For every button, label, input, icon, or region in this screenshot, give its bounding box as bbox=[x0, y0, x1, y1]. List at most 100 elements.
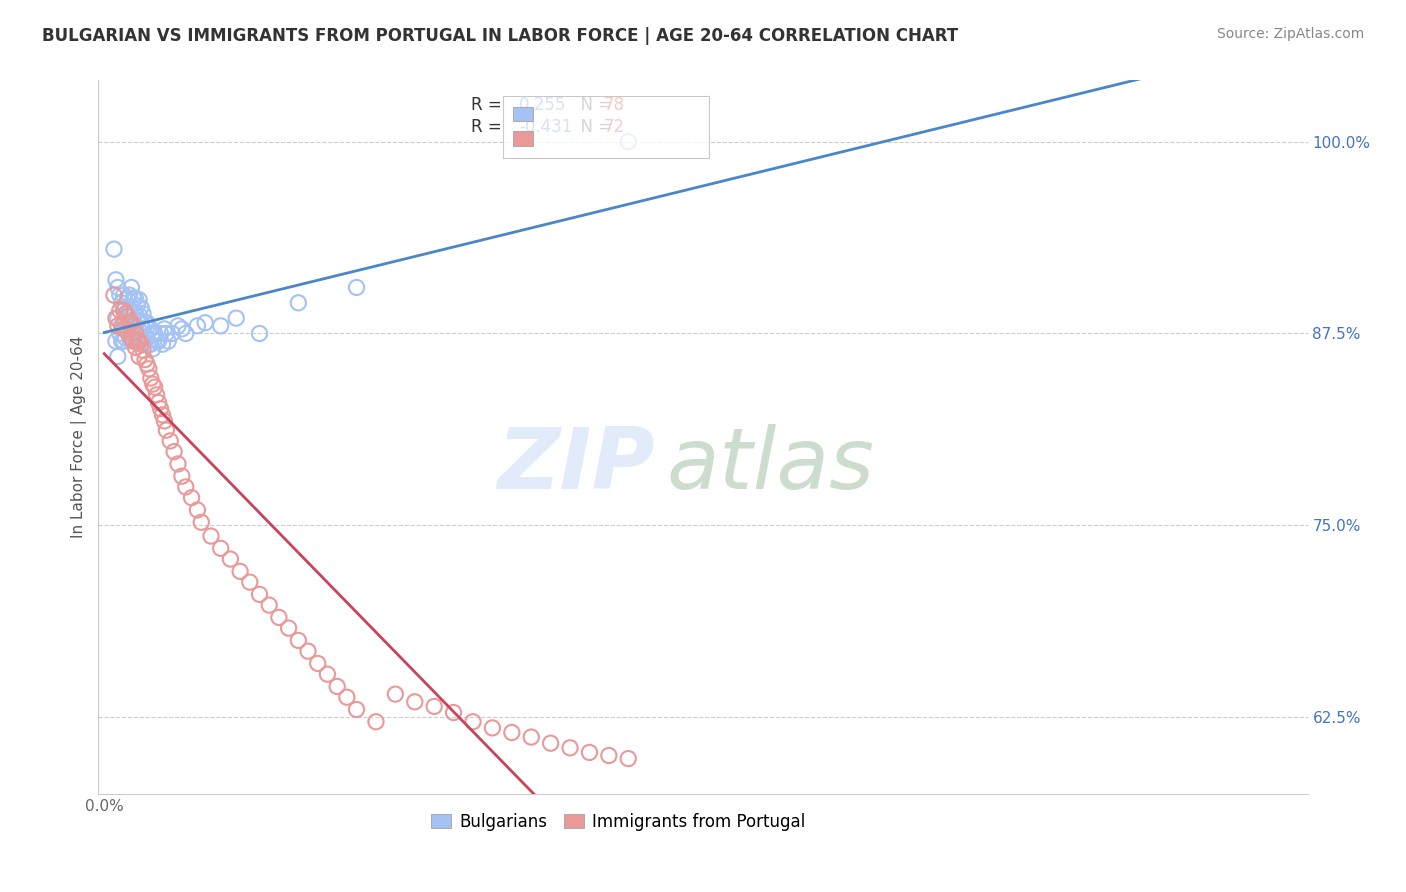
Text: 72: 72 bbox=[603, 118, 626, 136]
Point bbox=[143, 326, 166, 341]
Point bbox=[122, 291, 145, 305]
Point bbox=[128, 323, 150, 337]
Point bbox=[152, 337, 174, 351]
Point bbox=[174, 480, 197, 494]
Text: -0.431: -0.431 bbox=[519, 118, 572, 136]
Point bbox=[129, 316, 152, 330]
Point bbox=[297, 644, 319, 658]
Point bbox=[114, 331, 136, 345]
Point bbox=[136, 331, 159, 345]
Point bbox=[117, 322, 139, 336]
Point bbox=[143, 380, 166, 394]
Text: Source: ZipAtlas.com: Source: ZipAtlas.com bbox=[1216, 27, 1364, 41]
Point bbox=[118, 331, 141, 345]
Point bbox=[142, 377, 165, 392]
Point bbox=[134, 352, 156, 367]
Point bbox=[120, 316, 142, 330]
Point bbox=[139, 337, 162, 351]
Point bbox=[120, 280, 142, 294]
Point bbox=[443, 706, 465, 720]
Point bbox=[145, 334, 167, 348]
Point bbox=[277, 621, 299, 635]
Text: 0.255: 0.255 bbox=[519, 96, 567, 114]
Point bbox=[152, 408, 174, 422]
Point bbox=[124, 325, 146, 339]
Point bbox=[249, 587, 271, 601]
Point bbox=[316, 667, 339, 681]
Point bbox=[103, 242, 125, 256]
Point bbox=[326, 680, 349, 694]
Point bbox=[129, 331, 152, 345]
Point bbox=[122, 318, 145, 333]
Point bbox=[117, 291, 139, 305]
Point bbox=[186, 503, 208, 517]
Point bbox=[229, 565, 252, 579]
Point bbox=[112, 303, 135, 318]
Point bbox=[138, 361, 160, 376]
Point bbox=[112, 288, 135, 302]
Point bbox=[481, 721, 503, 735]
Point bbox=[124, 307, 146, 321]
Point bbox=[138, 322, 160, 336]
Point bbox=[136, 357, 159, 371]
Point bbox=[132, 307, 155, 321]
Point bbox=[136, 316, 159, 330]
Point bbox=[107, 350, 129, 364]
Point bbox=[307, 657, 329, 671]
Point bbox=[617, 135, 640, 149]
Point bbox=[128, 334, 150, 348]
Point bbox=[249, 326, 271, 341]
Point bbox=[157, 334, 180, 348]
Point bbox=[117, 310, 139, 324]
Point bbox=[404, 695, 426, 709]
Point bbox=[107, 318, 129, 333]
Point bbox=[124, 340, 146, 354]
Point bbox=[112, 303, 135, 318]
Point bbox=[209, 541, 232, 556]
Point bbox=[287, 295, 309, 310]
Point bbox=[129, 301, 152, 315]
Point bbox=[578, 746, 600, 760]
Point bbox=[117, 325, 139, 339]
Point bbox=[209, 318, 232, 333]
Point bbox=[114, 301, 136, 315]
Point bbox=[180, 491, 202, 505]
Point bbox=[219, 552, 242, 566]
Point bbox=[124, 318, 146, 333]
Point bbox=[107, 311, 129, 326]
Point bbox=[120, 301, 142, 315]
Point bbox=[155, 326, 177, 341]
Point bbox=[346, 702, 368, 716]
Text: atlas: atlas bbox=[666, 424, 875, 508]
Point bbox=[540, 736, 562, 750]
Text: 78: 78 bbox=[603, 96, 624, 114]
Point bbox=[128, 350, 150, 364]
Point bbox=[598, 748, 620, 763]
Point bbox=[111, 318, 134, 333]
Point bbox=[104, 273, 127, 287]
Point bbox=[200, 529, 222, 543]
Point bbox=[145, 388, 167, 402]
Point bbox=[111, 295, 134, 310]
Point bbox=[239, 575, 262, 590]
Point bbox=[139, 371, 162, 385]
Point bbox=[142, 326, 165, 341]
Point bbox=[132, 322, 155, 336]
Text: BULGARIAN VS IMMIGRANTS FROM PORTUGAL IN LABOR FORCE | AGE 20-64 CORRELATION CHA: BULGARIAN VS IMMIGRANTS FROM PORTUGAL IN… bbox=[42, 27, 959, 45]
Point bbox=[257, 598, 280, 612]
Point bbox=[120, 331, 142, 345]
Point bbox=[287, 633, 309, 648]
Point bbox=[108, 303, 131, 318]
Point bbox=[501, 725, 523, 739]
Text: R =: R = bbox=[471, 96, 506, 114]
Point bbox=[129, 337, 152, 351]
Point bbox=[167, 318, 190, 333]
Point bbox=[122, 307, 145, 321]
Point bbox=[128, 293, 150, 307]
Point bbox=[364, 714, 387, 729]
Point bbox=[132, 337, 155, 351]
Point bbox=[124, 334, 146, 348]
Text: ZIP: ZIP bbox=[496, 424, 655, 508]
Point bbox=[104, 311, 127, 326]
Point bbox=[384, 687, 406, 701]
